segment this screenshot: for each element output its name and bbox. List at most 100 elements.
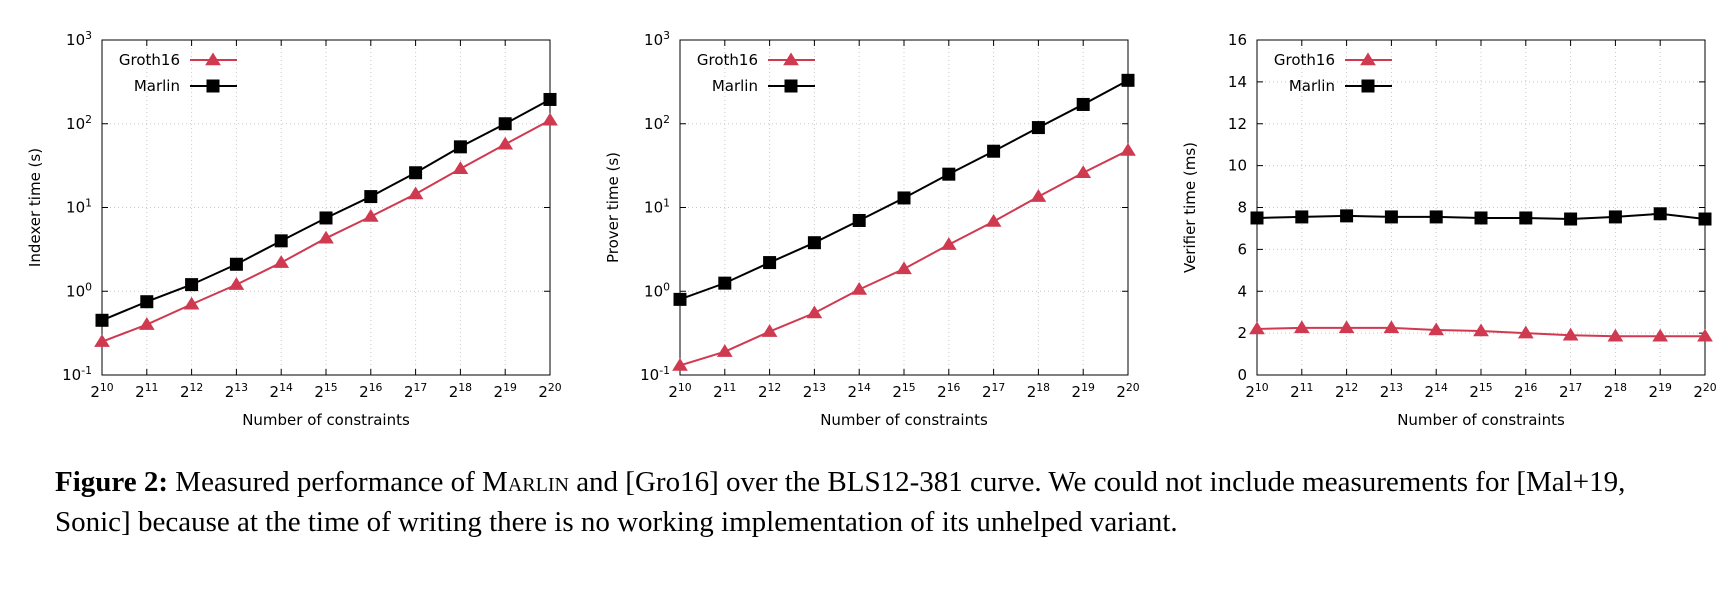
caption-text-2: and [Gro16] over the BLS12-381 curve. We… [55,466,1626,538]
data-point-groth16 [1075,165,1092,178]
x-tick-label: 220 [538,381,561,402]
y-tick-label: 10 [1228,157,1247,175]
y-tick-label: 16 [1228,31,1247,49]
data-point-groth16 [1428,322,1445,336]
x-tick-label: 216 [359,381,382,402]
x-axis-label: Number of constraints [242,411,410,429]
data-point-groth16 [851,281,868,295]
data-point-groth16 [318,230,334,244]
data-point-marlin [718,276,732,290]
x-tick-label: 211 [1290,381,1313,402]
data-point-groth16 [1607,328,1624,342]
legend-label-groth16: Groth16 [1274,51,1335,69]
x-tick-label: 210 [90,381,113,402]
data-point-groth16 [1697,328,1713,342]
y-tick-label: 100 [644,280,670,301]
data-point-marlin [1250,211,1264,225]
data-point-groth16 [183,296,200,310]
y-tick-label: 103 [644,29,670,50]
data-point-groth16 [985,214,1002,227]
data-point-marlin [274,234,288,248]
data-point-marlin [942,167,956,181]
chart-panel-2: 210 211 212 213 214 215 216 217 218 219 220 10-1 100… [604,29,1140,430]
x-tick-label: 218 [1027,381,1050,402]
data-point-groth16 [228,277,245,290]
x-tick-label: 210 [1245,381,1268,402]
x-tick-label: 215 [1469,381,1492,402]
data-point-groth16 [761,324,778,337]
charts-figure: 210 211 212 213 214 215 216 217 218 219 22010-1100… [26,29,1717,430]
x-tick-label: 214 [848,381,871,402]
data-point-groth16 [940,237,957,250]
data-point-groth16 [1473,323,1489,337]
data-point-groth16 [1383,320,1400,334]
data-point-groth16 [1120,142,1136,156]
data-point-marlin [1429,210,1443,224]
y-axis-label: Indexer time (s) [26,148,44,267]
y-tick-label: 12 [1228,115,1247,133]
y-tick-label: 4 [1237,282,1247,300]
x-tick-label: 215 [892,381,915,402]
data-point-marlin [1564,212,1578,226]
data-point-groth16 [452,161,469,175]
x-tick-label: 218 [449,381,472,402]
data-point-groth16 [1517,325,1534,339]
x-tick-label: 213 [225,381,248,402]
caption-text-1: Measured performance of [168,466,483,498]
data-point-marlin [1121,73,1135,87]
data-point-marlin [140,295,154,309]
data-point-groth16 [94,334,110,347]
data-point-marlin [498,117,512,131]
legend-marker-groth16 [205,52,221,66]
data-point-groth16 [1249,321,1265,335]
legend-label-marlin: Marlin [134,77,180,95]
data-point-marlin [409,166,423,180]
legend-marker-marlin [784,79,798,93]
data-point-groth16 [1562,327,1579,341]
x-tick-label: 217 [404,381,427,402]
data-point-marlin [543,92,557,106]
x-tick-label: 211 [713,381,736,402]
caption-label: Figure 2: [55,466,169,498]
data-point-groth16 [1338,320,1355,334]
x-tick-label: 212 [1335,381,1358,402]
data-point-groth16 [716,344,733,357]
y-tick-label: 101 [644,196,670,217]
y-tick-label: 8 [1237,199,1247,217]
data-point-marlin [95,313,109,327]
series-line-groth16 [679,149,1129,367]
data-point-marlin [1031,121,1045,135]
data-point-groth16 [672,357,688,371]
y-axis-label: Verifier time (ms) [1181,142,1199,273]
y-tick-label: 14 [1228,73,1247,91]
data-point-marlin [1384,210,1398,224]
legend-marker-marlin [1361,79,1375,93]
x-tick-label: 216 [937,381,960,402]
data-point-marlin [1474,211,1488,225]
data-point-groth16 [542,112,558,126]
x-tick-label: 213 [1380,381,1403,402]
data-point-marlin [185,278,199,292]
data-point-marlin [1698,212,1712,226]
legend-marker-groth16 [1360,52,1376,66]
chart-panel-1: 210 211 212 213 214 215 216 217 218 219 220 10-1 100… [26,29,562,430]
data-point-groth16 [896,261,912,275]
data-point-groth16 [138,317,155,330]
figure-caption: Figure 2: Measured performance of Marlin… [55,462,1705,542]
data-point-groth16 [407,186,424,200]
y-tick-label: 102 [644,112,670,133]
data-point-marlin [807,236,821,250]
y-tick-label: 102 [66,112,92,133]
x-tick-label: 210 [668,381,691,402]
y-tick-label: 2 [1237,324,1247,342]
data-point-marlin [897,191,911,205]
data-point-groth16 [362,209,379,222]
x-tick-label: 219 [1649,381,1672,402]
data-point-marlin [364,190,378,204]
caption-marlin: Marlin [482,466,569,498]
y-tick-label: 6 [1237,240,1247,258]
data-point-marlin [1519,211,1533,225]
data-point-groth16 [273,255,290,268]
x-tick-label: 215 [314,381,337,402]
x-axis-label: Number of constraints [1397,411,1565,429]
